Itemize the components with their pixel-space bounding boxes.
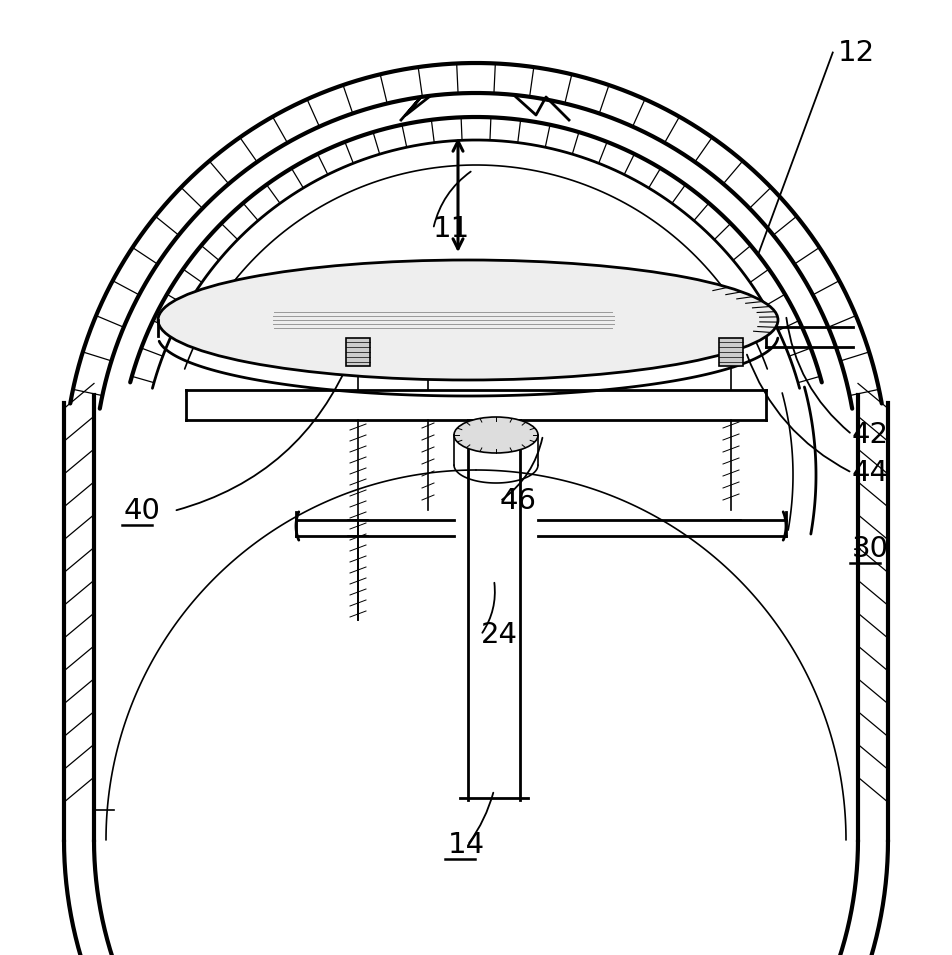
Text: 30: 30 [852, 535, 889, 563]
Text: 24: 24 [481, 621, 518, 649]
FancyBboxPatch shape [719, 338, 743, 366]
Text: 11: 11 [433, 215, 470, 244]
Text: 12: 12 [838, 38, 875, 67]
Text: 42: 42 [852, 420, 889, 449]
Text: 44: 44 [852, 458, 889, 487]
Text: 46: 46 [500, 487, 537, 516]
Ellipse shape [454, 417, 538, 453]
Text: 10: 10 [628, 272, 665, 301]
Ellipse shape [158, 260, 778, 380]
FancyBboxPatch shape [346, 338, 370, 366]
Text: 14: 14 [447, 831, 485, 860]
Text: 40: 40 [124, 497, 161, 525]
